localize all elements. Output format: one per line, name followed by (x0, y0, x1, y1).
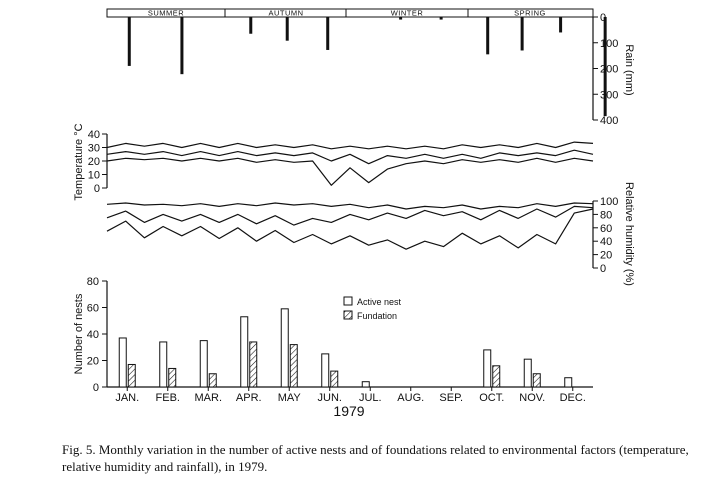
rain-bar (559, 17, 563, 33)
month-label: MAY (278, 392, 302, 404)
humidity-tick-label: 0 (600, 263, 606, 275)
month-label: SEP. (439, 392, 463, 404)
rain-tick-label: 200 (600, 64, 618, 76)
humidity-line-2 (106, 208, 594, 250)
active-nest-bar (199, 340, 208, 388)
rain-bar (399, 17, 403, 20)
month-label: OCT. (479, 392, 504, 404)
legend-label-active-nest: Active nest (357, 297, 402, 307)
rain-tick-label: 0 (600, 12, 606, 24)
rain-bar (249, 17, 253, 34)
month-label: FEB. (156, 392, 180, 404)
active-nest-bar (361, 381, 370, 388)
active-nest-bar (159, 341, 168, 388)
humidity-lines (106, 202, 594, 250)
figure-caption: Fig. 5. Monthly variation in the number … (62, 442, 689, 474)
month-label: AUG. (397, 392, 424, 404)
humidity-tick-label: 100 (600, 196, 618, 208)
temperature-tick-label: 40 (88, 129, 100, 141)
fundation-bar (330, 370, 339, 388)
humidity-line-1 (106, 205, 594, 226)
active-nest-bar (483, 349, 492, 388)
rain-bar (285, 17, 289, 41)
rain-panel: SUMMER AUTUMN WINTER SPRING 0 100 200 300 40… (106, 8, 635, 127)
temperature-tick-label: 0 (94, 183, 100, 195)
nest-bars (118, 308, 573, 388)
nests-tick-label: 80 (87, 276, 99, 288)
nests-tick-label: 20 (87, 356, 99, 368)
nests-tick-label: 40 (87, 329, 99, 341)
rain-bar (603, 17, 607, 117)
temperature-line-1 (106, 149, 594, 165)
active-nest-bar (523, 358, 532, 388)
humidity-line-0 (106, 202, 594, 210)
temperature-tick-label: 30 (88, 143, 100, 155)
nests-axis-ticks: 0 20 40 60 80 (87, 276, 107, 394)
humidity-tick-label: 40 (600, 236, 612, 248)
nests-tick-label: 0 (93, 382, 99, 394)
x-axis-title: 1979 (333, 403, 364, 419)
month-label: NOV. (519, 392, 545, 404)
active-nest-bar (321, 353, 330, 388)
rain-bar (326, 17, 330, 50)
active-nest-bar (118, 337, 127, 388)
humidity-tick-label: 80 (600, 209, 612, 221)
temperature-tick-label: 10 (88, 170, 100, 182)
humidity-tick-label: 20 (600, 250, 612, 262)
legend-label-fundation: Fundation (357, 311, 397, 321)
fundation-bar (127, 363, 136, 388)
temperature-tick-label: 20 (88, 156, 100, 168)
rain-bar (520, 17, 524, 51)
rain-bar (439, 17, 443, 20)
rain-bar (486, 17, 490, 55)
season-band (106, 8, 594, 18)
temperature-lines (106, 141, 594, 186)
temperature-line-2 (106, 157, 594, 186)
humidity-axis-title: Relative humidity (%) (623, 182, 635, 286)
month-label: JUL. (359, 392, 382, 404)
rain-bar (180, 17, 184, 75)
fundation-bar (249, 341, 258, 388)
rain-tick-label: 400 (600, 115, 618, 127)
fundation-bar (492, 365, 501, 388)
nests-axis-title: Number of nests (73, 293, 85, 374)
temperature-axis-title: Temperature °C (73, 123, 85, 200)
month-label: MAR. (195, 392, 223, 404)
month-label: JAN. (115, 392, 139, 404)
nests-tick-label: 60 (87, 303, 99, 315)
temperature-line-0 (106, 141, 594, 150)
fundation-bar (168, 367, 177, 388)
season-label-spring: SPRING (514, 9, 546, 18)
legend-swatch-active-nest (343, 296, 353, 306)
rain-tick-label: 300 (600, 89, 618, 101)
rain-bar (127, 17, 131, 66)
figure: SUMMER AUTUMN WINTER SPRING 010020030040… (73, 8, 635, 419)
fundation-bar (289, 344, 298, 388)
month-label: APR. (236, 392, 262, 404)
fundation-bar (208, 373, 217, 388)
month-label: JUN. (318, 392, 342, 404)
active-nest-bar (280, 308, 289, 388)
active-nest-bar (240, 316, 249, 388)
legend-swatch-fundation (343, 310, 353, 320)
season-label-autumn: AUTUMN (268, 9, 303, 18)
nests-panel: 0 20 40 60 80 JAN. FEB. MAR. APR. MAY JUN. JUL. AUG… (73, 276, 593, 419)
legend: Active nest Fundation (343, 296, 402, 321)
season-label-winter: WINTER (391, 9, 424, 18)
rain-bars (127, 17, 607, 117)
rain-tick-label: 100 (600, 38, 618, 50)
month-labels: JAN. FEB. MAR. APR. MAY JUN. JUL. AUG. SEP. OCT. N… (115, 387, 586, 404)
rain-axis-title: Rain (mm) (623, 44, 635, 95)
fundation-bar (532, 373, 541, 388)
humidity-tick-label: 60 (600, 223, 612, 235)
active-nest-bar (564, 377, 573, 388)
season-label-summer: SUMMER (148, 9, 184, 18)
month-label: DEC. (560, 392, 586, 404)
